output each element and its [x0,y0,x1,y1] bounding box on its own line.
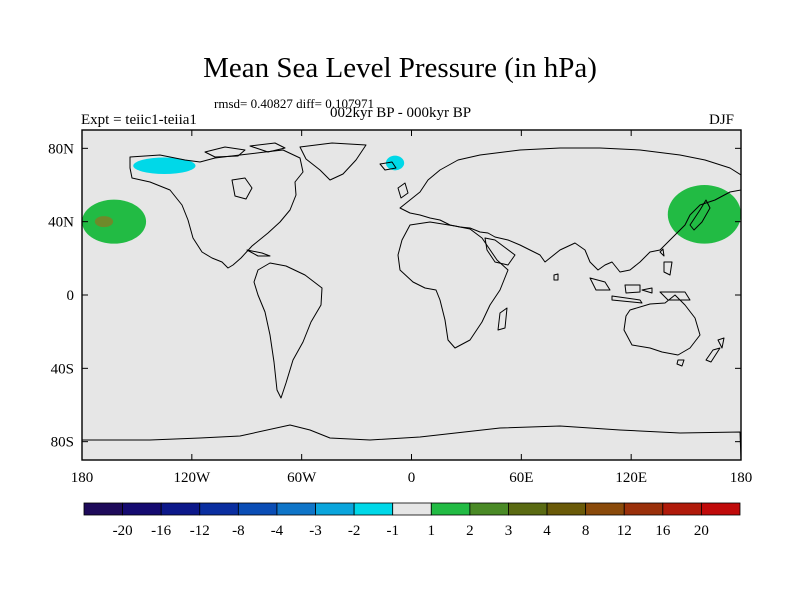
anomaly-patch-4 [133,157,196,174]
lon-tick-label: 120E [615,470,647,486]
period-label: 002kyr BP - 000kyr BP [330,105,472,121]
coastline-new-zealand [705,337,725,363]
colorbar-label: 1 [428,523,436,539]
colorbar-label: 3 [505,523,513,539]
coastline-arabia [484,237,516,266]
colorbar-label: 12 [617,523,632,539]
colorbar-label: 2 [466,523,474,539]
lon-tick-label: 60E [509,470,533,486]
colorbar-box [701,502,741,516]
colorbar-label: -2 [348,523,361,539]
colorbar-box [122,502,162,516]
coastline-eurasia [399,147,741,273]
lat-tick-label: 80N [48,141,74,157]
colorbar-box [160,502,201,516]
colorbar-label: 8 [582,523,590,539]
colorbar-box [430,502,471,516]
season-label: DJF [709,112,735,128]
experiment-label: Expt = teiic1-teiia1 [81,112,197,128]
coastline-caribbean [246,249,271,257]
lon-tick-label: 180 [71,470,94,486]
colorbar-label: -1 [386,523,399,539]
coastline-madagascar [497,307,508,331]
lon-tick-label: 60W [287,470,317,486]
colorbar-label: -3 [309,523,322,539]
lon-tick-label: 180 [730,470,753,486]
colorbar-label: -4 [271,523,284,539]
colorbar-box [585,502,625,516]
lon-tick-label: 120W [173,470,211,486]
longitude-ticks: 180 120W 60W 0 60E 120E 180 [71,130,753,486]
colorbar-box [276,502,316,516]
anomaly-patch-2 [94,216,114,228]
rmsd-diff-stats: rmsd= 0.40827 diff= 0.107971 [214,96,374,111]
colorbar-box [662,502,702,516]
coastline-africa [397,221,509,349]
coastline-indonesia [589,277,691,304]
colorbar-label: 16 [655,523,671,539]
coastline-japan [689,199,711,231]
anomaly-patch-5 [385,155,405,171]
colorbar-label: 4 [543,523,551,539]
lat-tick-label: 40N [48,215,74,231]
lat-tick-label: 80S [51,435,74,451]
lon-tick-label: 0 [408,470,416,486]
coastline-greenland [299,142,367,181]
colorbar-label: -16 [151,523,171,539]
coastline-hudson-bay [231,177,253,200]
colorbar-label: 20 [694,523,709,539]
coastline-tasmania [676,359,685,367]
colorbar: -20 -16 -12 -8 -4 -3 -2 -1 1 2 3 4 8 12 16 20 [83,502,741,539]
latitude-ticks: 80N 40N 0 40S 80S [48,141,741,451]
colorbar-box [199,502,239,516]
coastline-philippines [659,248,673,276]
coastline-arctic-islands [204,142,286,158]
colorbar-box [315,502,355,516]
colorbar-box [546,502,587,516]
colorbar-box [392,502,432,516]
coastline-australia [623,294,701,356]
lat-tick-label: 40S [51,361,74,377]
colorbar-box [353,502,394,516]
anomaly-patch-1 [82,199,147,244]
colorbar-label: -8 [232,523,245,539]
colorbar-box [469,502,509,516]
colorbar-box [508,502,548,516]
coastline-sri-lanka [553,273,559,281]
anomaly-patch-3 [667,185,741,244]
coastline-iceland [379,161,397,171]
colorbar-box [237,502,278,516]
colorbar-box [623,502,664,516]
map-background [82,130,741,460]
coastline-layer [82,142,741,460]
coastline-north-america [129,149,304,269]
page-title: Mean Sea Level Pressure (in hPa) [203,52,597,84]
colorbar-label: -20 [113,523,133,539]
lat-tick-label: 0 [67,288,75,304]
pressure-anomaly-layer [82,155,741,244]
colorbar-box [83,502,123,516]
coastline-british-isles [397,182,409,199]
coastline-south-america [253,262,323,399]
colorbar-label: -12 [190,523,210,539]
